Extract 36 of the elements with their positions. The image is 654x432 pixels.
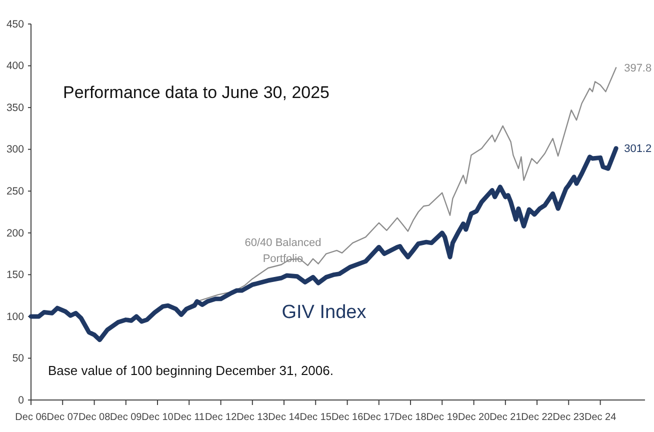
- x-tick-label: Dec 06: [15, 412, 48, 423]
- y-tick-label: 200: [6, 227, 24, 240]
- x-tick-label: Dec 23: [552, 412, 585, 423]
- text: Performance data to June 30, 2025: [63, 83, 330, 102]
- x-tick-label: Dec 07: [46, 412, 79, 423]
- y-tick-label: 150: [6, 269, 24, 282]
- x-tick-label: Dec 09: [110, 412, 142, 423]
- series-label: 60/40 Balanced Portfolio: [244, 237, 322, 265]
- y-tick-label: 50: [12, 352, 24, 365]
- x-tick-label: Dec 13: [236, 412, 269, 423]
- x-tick-label: Dec 11: [174, 412, 206, 423]
- x-tick-label: Dec 22: [521, 412, 554, 423]
- x-tick-label: Dec 21: [490, 412, 522, 423]
- x-tick-label: Dec 24: [584, 412, 617, 423]
- y-tick-label: 450: [6, 18, 24, 30]
- series-label: GIV Index: [282, 302, 367, 323]
- data-label: 397.8: [624, 62, 652, 74]
- y-tick-label: 400: [6, 60, 24, 72]
- x-tick-label: Dec 10: [142, 412, 174, 423]
- x-tick-label: Dec 15: [300, 412, 332, 423]
- x-tick-label: Dec 17: [363, 412, 396, 423]
- y-tick-label: 350: [6, 102, 24, 114]
- x-tick-label: Dec 08: [78, 412, 111, 423]
- x-tick-label: Dec 16: [331, 412, 364, 423]
- x-tick-label: Dec 14: [268, 412, 300, 423]
- y-tick-label: 0: [18, 394, 24, 406]
- x-tick-label: Dec 12: [204, 412, 238, 423]
- x-tick-label: Dec 18: [394, 412, 427, 423]
- annotation: Base value of 100 beginning December 31, 2006.: [48, 363, 334, 378]
- data-label: 301.2: [624, 143, 652, 156]
- y-tick-label: 100: [6, 310, 24, 323]
- x-tick-label: Dec 20: [458, 412, 490, 423]
- y-tick-label: 250: [6, 185, 24, 198]
- y-tick-label: 300: [6, 144, 24, 156]
- line-series: [28, 146, 618, 342]
- x-tick-label: Dec 19: [426, 412, 458, 423]
